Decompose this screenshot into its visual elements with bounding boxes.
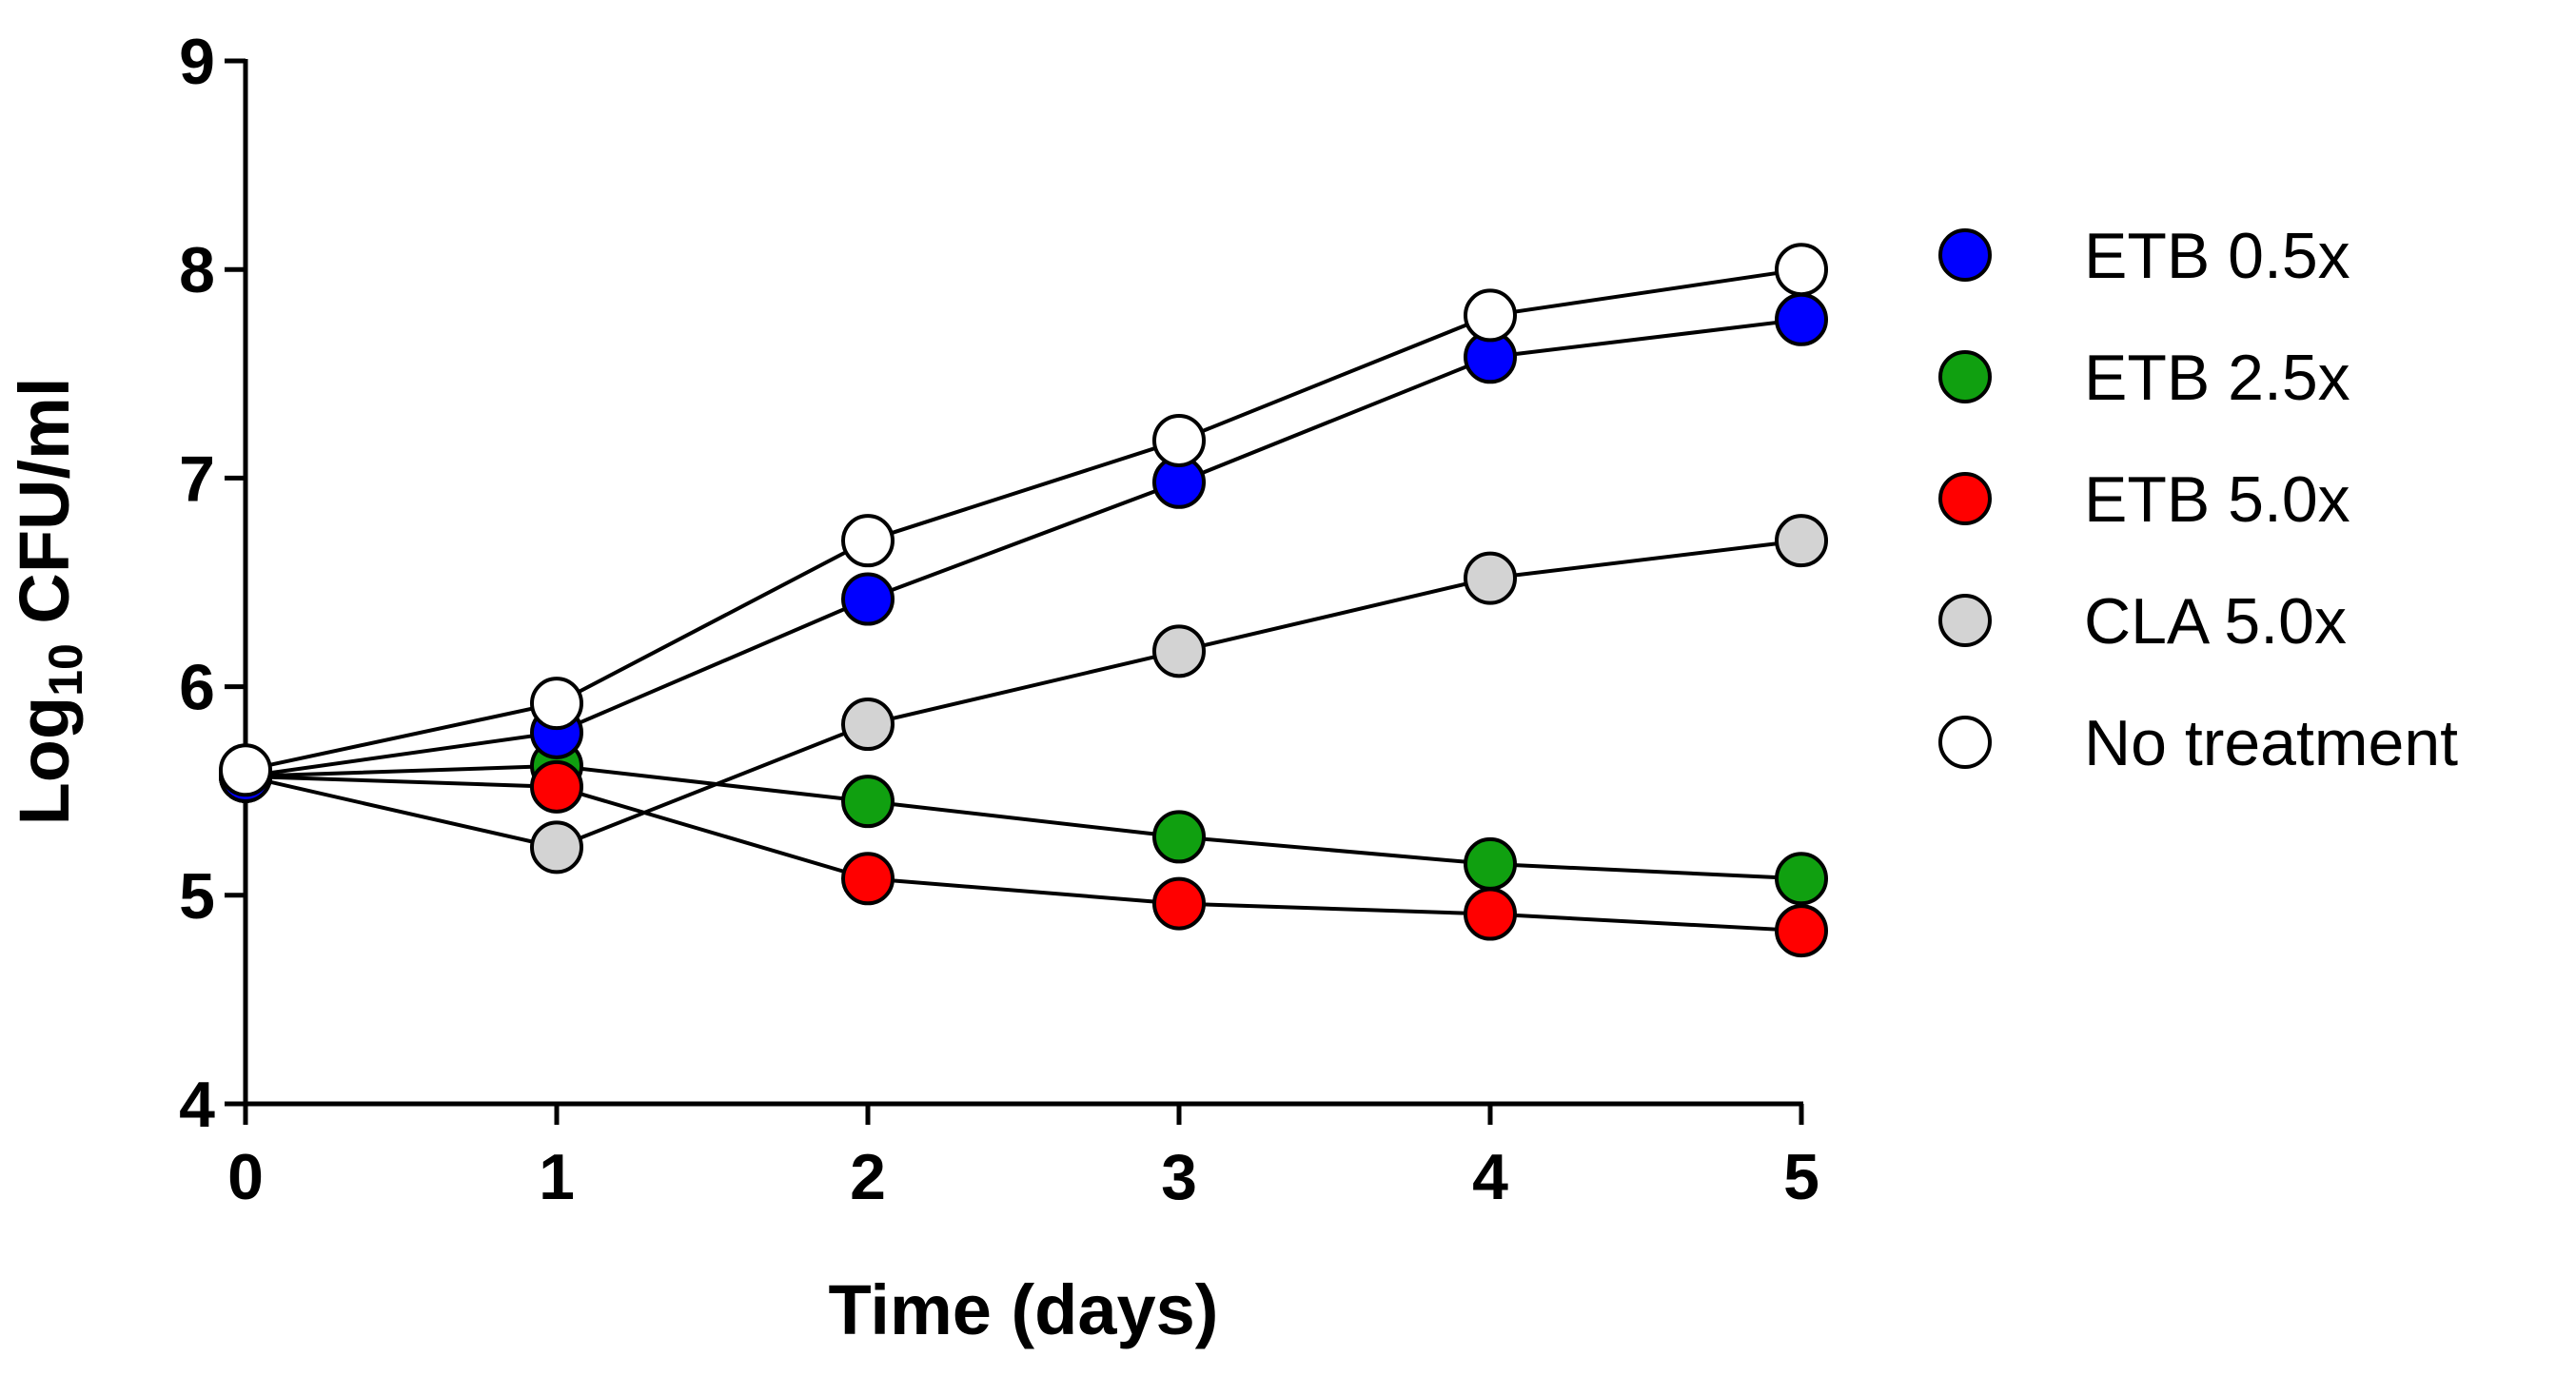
y-tick-label-9: 9	[179, 26, 215, 98]
point-no-treatment-day-2	[841, 514, 895, 568]
series-line-etb-0-5x	[245, 317, 1802, 778]
point-etb-2-5x-day-3	[1152, 810, 1206, 864]
legend-marker-etb-0-5x	[1938, 228, 1992, 282]
x-tick-label-1: 1	[539, 1141, 575, 1213]
y-tick-label-6: 6	[179, 652, 215, 724]
point-etb-5-0x-day-3	[1152, 876, 1206, 931]
point-cla-5-0x-day-1	[530, 820, 583, 875]
point-cla-5-0x-day-2	[841, 698, 895, 752]
legend-label-etb-2-5x: ETB 2.5x	[2084, 342, 2350, 414]
point-no-treatment-day-5	[1775, 243, 1828, 297]
legend-item-etb-0-5x: ETB 0.5x	[1938, 220, 2350, 292]
point-etb-2-5x-day-5	[1775, 852, 1828, 906]
legend-item-cla-5-0x: CLA 5.0x	[1938, 585, 2347, 658]
point-no-treatment-day-1	[530, 677, 583, 731]
y-axis-title-main: Log	[5, 697, 84, 826]
x-ticks: 0 1 2 3 4 5	[227, 1104, 1819, 1213]
y-axis-title-rest: CFU/ml	[5, 378, 84, 644]
y-tick-label-5: 5	[179, 860, 215, 933]
y-axis-title-subscript: 10	[39, 643, 92, 697]
y-tick-label-7: 7	[179, 442, 215, 515]
point-cla-5-0x-day-5	[1775, 514, 1828, 568]
legend-label-etb-0-5x: ETB 0.5x	[2084, 220, 2350, 292]
point-etb-5-0x-day-4	[1464, 887, 1517, 941]
x-tick-label-2: 2	[850, 1141, 886, 1213]
point-etb-2-5x-day-4	[1464, 836, 1517, 891]
series-markers	[219, 243, 1828, 958]
legend-label-cla-5-0x: CLA 5.0x	[2084, 585, 2347, 658]
legend-item-etb-2-5x: ETB 2.5x	[1938, 342, 2350, 414]
point-etb-0-5x-day-5	[1775, 292, 1828, 346]
legend-marker-cla-5-0x	[1938, 594, 1992, 647]
x-tick-label-0: 0	[227, 1141, 264, 1213]
series-line-cla-5-0x	[245, 539, 1802, 850]
series-line-etb-5-0x	[245, 774, 1802, 934]
series-lines	[245, 267, 1802, 934]
legend-marker-etb-2-5x	[1938, 350, 1992, 403]
point-etb-2-5x-day-2	[841, 775, 895, 829]
series-line-no-treatment	[245, 267, 1802, 773]
y-ticks: 4 5 6 7 8 9	[179, 26, 246, 1141]
series-line-etb-2-5x	[245, 763, 1802, 881]
y-tick-label-4: 4	[179, 1069, 215, 1141]
legend-label-no-treatment: No treatment	[2084, 707, 2458, 779]
legend-item-etb-5-0x: ETB 5.0x	[1938, 463, 2350, 536]
x-axis-title: Time (days)	[829, 1270, 1219, 1349]
legend: ETB 0.5x ETB 2.5x ETB 5.0x CLA 5.0x No treat…	[1938, 220, 2458, 779]
point-etb-5-0x-day-2	[841, 852, 895, 906]
point-etb-5-0x-day-5	[1775, 904, 1828, 958]
legend-marker-no-treatment	[1938, 716, 1992, 769]
y-axis-title: Log10 CFU/ml	[5, 378, 92, 826]
point-cla-5-0x-day-4	[1464, 551, 1517, 605]
point-etb-0-5x-day-2	[841, 572, 895, 626]
x-tick-label-3: 3	[1161, 1141, 1197, 1213]
legend-label-etb-5-0x: ETB 5.0x	[2084, 463, 2350, 536]
legend-item-no-treatment: No treatment	[1938, 707, 2458, 779]
point-no-treatment-day-0	[219, 743, 272, 797]
x-tick-label-5: 5	[1783, 1141, 1819, 1213]
point-no-treatment-day-4	[1464, 288, 1517, 343]
point-cla-5-0x-day-3	[1152, 624, 1206, 678]
y-tick-label-8: 8	[179, 234, 215, 306]
legend-marker-etb-5-0x	[1938, 472, 1992, 525]
x-tick-label-4: 4	[1472, 1141, 1508, 1213]
point-no-treatment-day-3	[1152, 413, 1206, 467]
point-etb-5-0x-day-1	[530, 759, 583, 814]
axes	[243, 59, 1803, 1107]
